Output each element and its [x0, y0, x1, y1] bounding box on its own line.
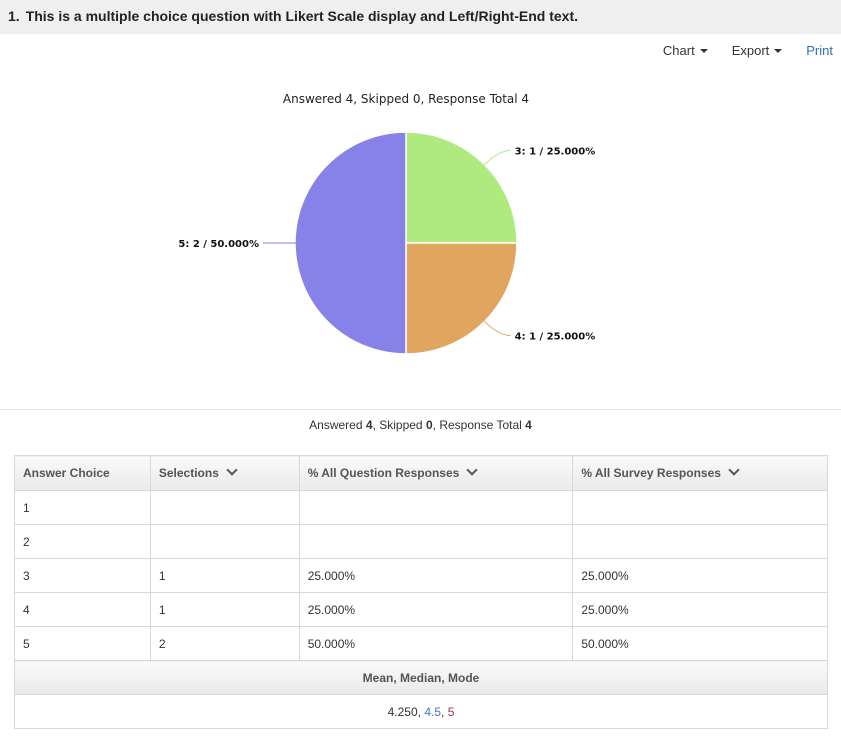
- cell-pct-question: 50.000%: [298, 626, 574, 661]
- chart-title: Answered 4, Skipped 0, Response Total 4: [283, 92, 529, 106]
- table-row: 4 1 25.000% 25.000%: [14, 592, 828, 627]
- column-header-pct-question[interactable]: % All Question Responses: [298, 455, 574, 491]
- cell-choice: 5: [14, 626, 151, 661]
- cell-choice: 2: [14, 524, 151, 559]
- question-header: 1. This is a multiple choice question wit…: [0, 0, 841, 34]
- stat-median: 4.5: [424, 704, 442, 719]
- pie-slice-3[interactable]: [405, 131, 518, 244]
- response-summary: Answered 4, Skipped 0, Response Total 4: [309, 418, 532, 432]
- cell-pct-survey: [572, 524, 828, 559]
- export-menu-button[interactable]: Export: [732, 43, 783, 58]
- answered-label: Answered: [309, 418, 363, 432]
- print-link[interactable]: Print: [806, 42, 833, 58]
- cell-pct-question: [298, 490, 574, 525]
- cell-pct-question: 25.000%: [298, 558, 574, 593]
- table-row: 2: [14, 524, 828, 559]
- cell-pct-question: 25.000%: [298, 592, 574, 627]
- chevron-down-icon[interactable]: [226, 464, 238, 476]
- cell-choice: 4: [14, 592, 151, 627]
- table-row: 5 2 50.000% 50.000%: [14, 626, 828, 661]
- skipped-count: 0: [425, 418, 433, 432]
- pie-label-3: 3: 1 / 25.000%: [515, 146, 596, 157]
- export-menu-label: Export: [731, 42, 770, 58]
- table-header-row: Answer Choice Selections % All Question …: [14, 455, 828, 491]
- chevron-down-icon[interactable]: [728, 464, 740, 476]
- column-header-answer-choice: Answer Choice: [14, 455, 151, 491]
- pie-slice-4[interactable]: [405, 242, 518, 355]
- cell-choice: 3: [14, 558, 151, 593]
- stats-value-row: 4.250, 4.5, 5: [14, 694, 828, 729]
- cell-pct-survey: 25.000%: [572, 558, 828, 593]
- stats-values: 4.250, 4.5, 5: [14, 694, 828, 729]
- stats-label: Mean, Median, Mode: [14, 660, 828, 695]
- section-divider: [0, 409, 841, 410]
- question-number: 1.: [8, 8, 20, 24]
- table-row: 3 1 25.000% 25.000%: [14, 558, 828, 593]
- pie-connector-4: [482, 319, 511, 337]
- report-toolbar: Chart Export Print: [663, 41, 833, 59]
- cell-pct-survey: 25.000%: [572, 592, 828, 627]
- chevron-down-icon[interactable]: [466, 464, 478, 476]
- caret-down-icon: [699, 49, 708, 53]
- stat-mean: 4.250: [387, 704, 418, 719]
- pie-chart: Answered 4, Skipped 0, Response Total 4 …: [0, 80, 841, 410]
- cell-pct-question: [298, 524, 574, 559]
- cell-selections: [149, 490, 300, 525]
- answered-count: 4: [365, 418, 373, 432]
- cell-choice: 1: [14, 490, 151, 525]
- chart-menu-button[interactable]: Chart: [663, 43, 708, 58]
- chart-menu-label: Chart: [662, 42, 695, 58]
- cell-pct-survey: 50.000%: [572, 626, 828, 661]
- cell-selections: 1: [149, 558, 300, 593]
- pie-label-4: 4: 1 / 25.000%: [515, 332, 596, 343]
- skipped-label: Skipped: [379, 418, 423, 432]
- cell-selections: 2: [149, 626, 300, 661]
- column-header-selections[interactable]: Selections: [149, 455, 300, 491]
- table-row: 1: [14, 490, 828, 525]
- cell-selections: [149, 524, 300, 559]
- stat-mode: 5: [447, 704, 455, 719]
- question-text: This is a multiple choice question with …: [25, 8, 578, 24]
- total-count: 4: [525, 418, 532, 432]
- cell-pct-survey: [572, 490, 828, 525]
- stats-header-row: Mean, Median, Mode: [14, 660, 828, 695]
- caret-down-icon: [774, 49, 783, 53]
- pie-label-5: 5: 2 / 50.000%: [178, 239, 259, 250]
- total-label: Response Total: [439, 418, 522, 432]
- results-table: Answer Choice Selections % All Question …: [14, 455, 828, 729]
- column-header-pct-survey[interactable]: % All Survey Responses: [572, 455, 828, 491]
- pie-connector-3: [482, 149, 511, 167]
- pie-chart-svg: Answered 4, Skipped 0, Response Total 4 …: [178, 92, 596, 355]
- cell-selections: 1: [149, 592, 300, 627]
- pie-slice-5[interactable]: [294, 131, 407, 355]
